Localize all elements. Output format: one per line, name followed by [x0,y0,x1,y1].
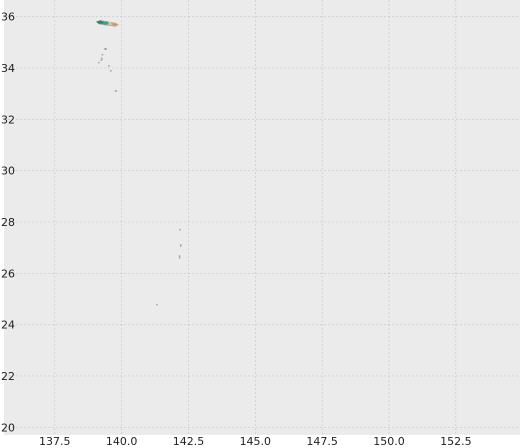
island-hahajima [178,255,181,259]
x-tick-label: 150.0 [373,435,405,448]
island-hachijojima [114,90,118,92]
x-tick-label: 140.0 [106,435,138,448]
island-features [95,20,182,306]
island-toshima [101,53,104,56]
y-tick-label: 32 [1,113,15,126]
island-region-west [96,20,105,24]
grid-lines [4,0,520,435]
y-tick-label: 36 [1,11,15,24]
island-chichijima [179,244,182,247]
island-miyakejima [107,65,110,67]
island-oshima [104,48,107,50]
x-axis-ticks: 137.5 140.0 142.5 145.0 147.5 150.0 152.5 [39,435,472,448]
plot-background [4,0,520,435]
island-region-east-c [113,23,117,26]
island-kozushima [98,61,100,64]
x-tick-label: 147.5 [306,435,338,448]
x-tick-label: 142.5 [173,435,205,448]
island-niijima [100,57,103,62]
y-tick-label: 24 [1,319,15,332]
y-tick-label: 20 [1,421,15,434]
island-chichijima-north [179,228,181,231]
island-mikurajima [110,69,112,72]
y-tick-label: 22 [1,370,15,383]
y-tick-label: 30 [1,165,15,178]
x-tick-label: 137.5 [39,435,71,448]
y-tick-label: 28 [1,216,15,229]
y-tick-label: 26 [1,267,15,280]
island-iwoto [156,303,158,306]
island-region-east-a [108,21,112,25]
y-tick-label: 34 [1,62,15,75]
y-axis-ticks: 36 34 32 30 28 26 24 22 20 [1,11,15,435]
x-tick-label: 152.5 [440,435,472,448]
island-region-central [102,21,109,25]
x-tick-label: 145.0 [240,435,272,448]
